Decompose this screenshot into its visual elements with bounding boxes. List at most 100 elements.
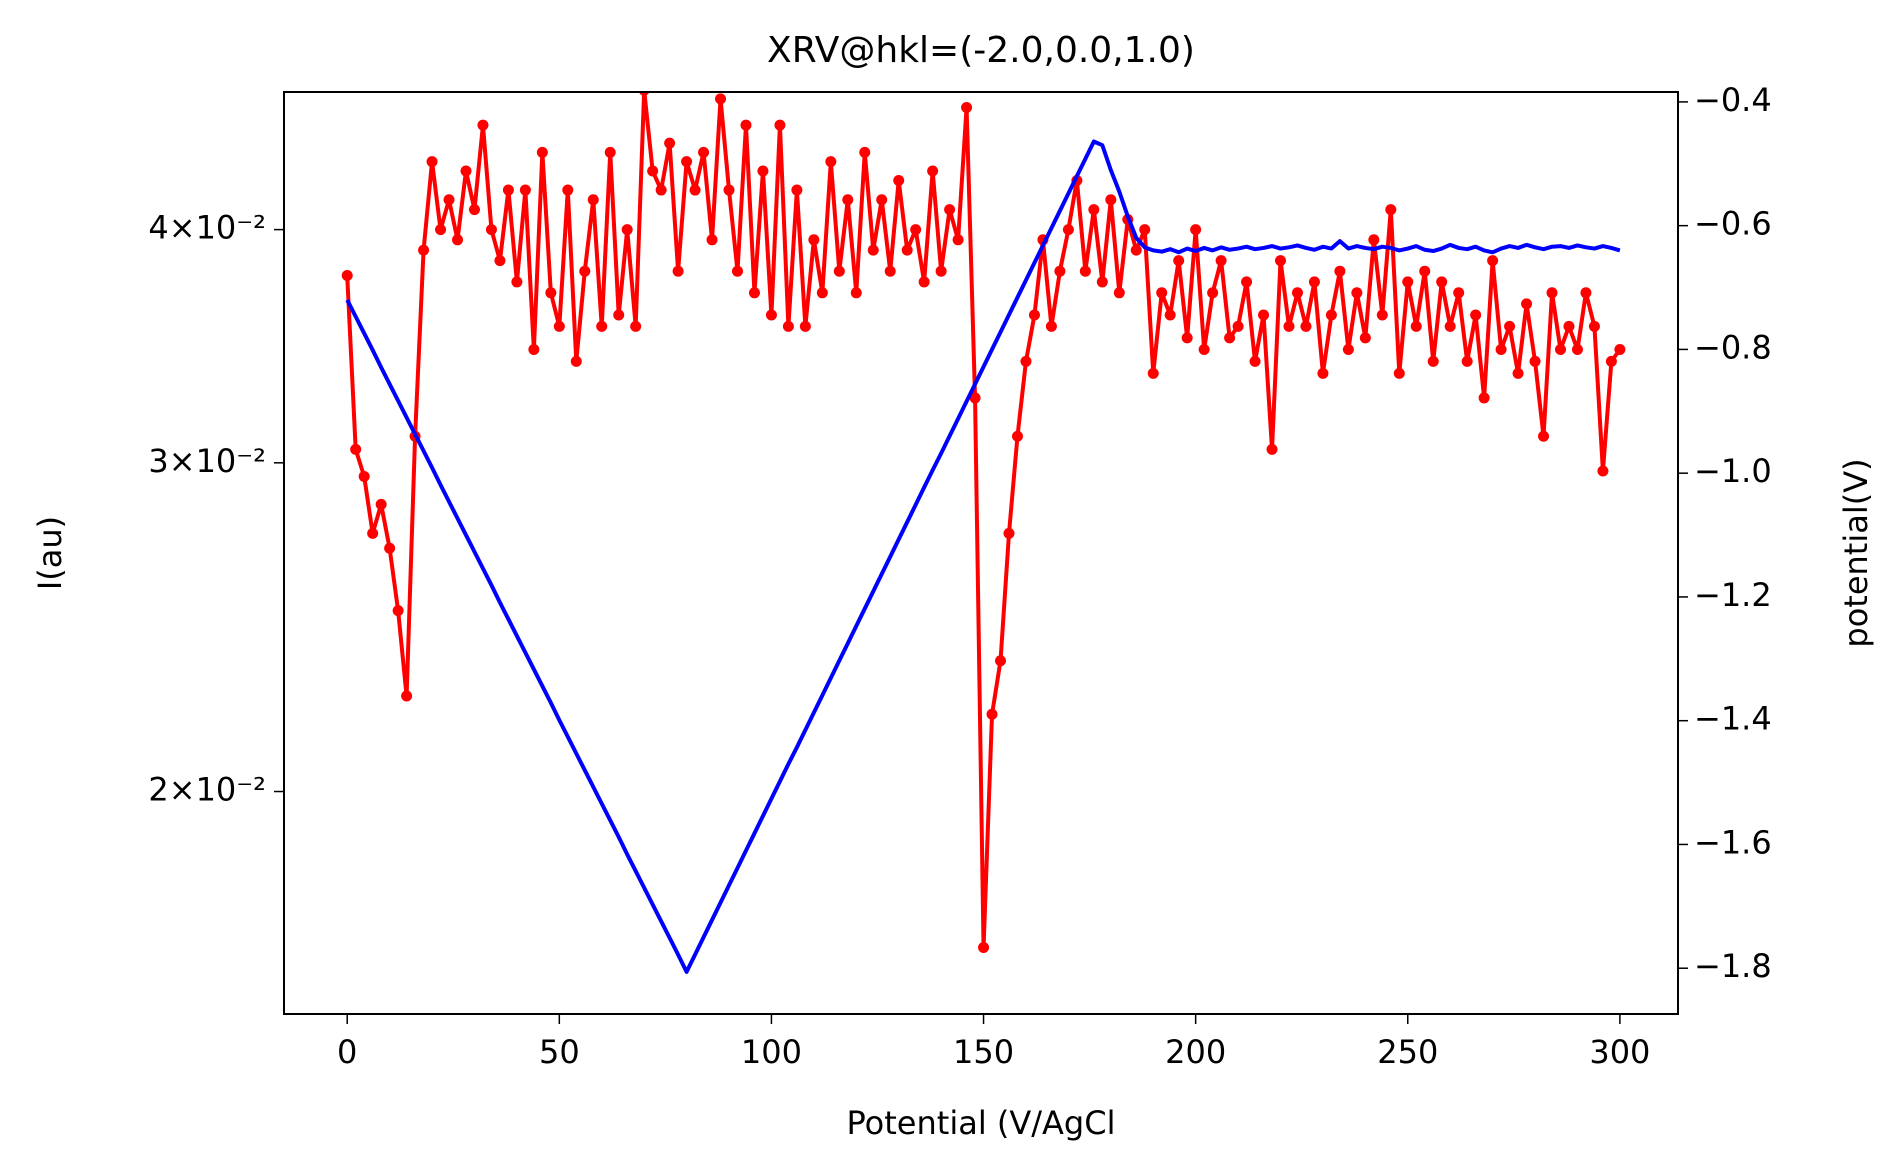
marker — [1275, 255, 1287, 267]
marker — [1325, 309, 1337, 321]
marker — [757, 165, 769, 177]
marker — [384, 542, 396, 554]
marker — [969, 392, 981, 404]
marker — [367, 527, 379, 539]
marker — [1351, 287, 1363, 299]
marker — [1385, 204, 1397, 216]
marker — [494, 255, 506, 267]
marker — [1062, 224, 1074, 236]
marker — [435, 224, 447, 236]
marker — [808, 234, 820, 246]
marker — [1190, 224, 1202, 236]
marker — [562, 184, 574, 196]
marker — [893, 174, 905, 186]
marker — [706, 234, 718, 246]
marker — [1266, 443, 1278, 455]
marker — [748, 287, 760, 299]
marker — [630, 320, 642, 332]
marker — [477, 119, 489, 131]
y2-tick-label: −1.4 — [1694, 700, 1772, 738]
y2-axis-label: potential(V) — [1837, 458, 1875, 647]
y-tick-label: 4×10⁻² — [148, 209, 266, 247]
marker — [452, 234, 464, 246]
marker — [782, 320, 794, 332]
marker — [961, 102, 973, 114]
marker — [689, 184, 701, 196]
marker — [1393, 367, 1405, 379]
y2-tick-label: −0.6 — [1694, 205, 1772, 243]
x-axis-label: Potential (V/AgCl — [847, 1104, 1116, 1142]
y2-tick-label: −1.0 — [1694, 452, 1772, 490]
marker — [842, 194, 854, 206]
marker — [536, 146, 548, 158]
marker — [1597, 465, 1609, 477]
marker — [1538, 430, 1550, 442]
marker — [910, 224, 922, 236]
marker — [350, 443, 362, 455]
marker — [681, 156, 693, 168]
marker — [816, 287, 828, 299]
marker — [1563, 320, 1575, 332]
marker — [392, 605, 404, 617]
marker — [859, 146, 871, 158]
series-line — [345, 92, 1622, 950]
marker — [1495, 344, 1507, 356]
marker — [1470, 309, 1482, 321]
marker — [995, 655, 1007, 667]
marker — [935, 265, 947, 277]
marker — [918, 276, 930, 288]
marker — [1028, 309, 1040, 321]
marker — [468, 204, 480, 216]
marker — [1419, 265, 1431, 277]
marker — [867, 244, 879, 256]
marker — [876, 194, 888, 206]
marker — [1054, 265, 1066, 277]
series-line — [345, 139, 1621, 974]
marker — [570, 355, 582, 367]
marker — [850, 287, 862, 299]
marker — [1207, 287, 1219, 299]
x-tick-label: 50 — [539, 1033, 580, 1071]
marker — [1198, 344, 1210, 356]
marker — [1571, 344, 1583, 356]
marker — [1258, 309, 1270, 321]
marker — [1453, 287, 1465, 299]
marker — [765, 309, 777, 321]
marker — [1020, 355, 1032, 367]
marker — [791, 184, 803, 196]
marker — [621, 224, 633, 236]
marker — [731, 265, 743, 277]
marker — [1359, 332, 1371, 344]
marker — [655, 184, 667, 196]
marker — [418, 244, 430, 256]
marker — [715, 93, 727, 105]
marker — [1173, 255, 1185, 267]
marker — [986, 708, 998, 720]
marker — [1224, 332, 1236, 344]
marker — [579, 265, 591, 277]
marker — [426, 156, 438, 168]
marker — [1614, 344, 1626, 356]
marker — [341, 269, 353, 281]
marker — [1011, 430, 1023, 442]
marker — [375, 498, 387, 510]
marker — [1521, 298, 1533, 310]
marker — [1113, 287, 1125, 299]
marker — [638, 92, 650, 96]
marker — [944, 204, 956, 216]
x-tick-label: 0 — [337, 1033, 357, 1071]
x-tick-label: 250 — [1377, 1033, 1438, 1071]
marker — [1444, 320, 1456, 332]
marker — [698, 146, 710, 158]
marker — [1342, 344, 1354, 356]
marker — [799, 320, 811, 332]
marker — [443, 194, 455, 206]
marker — [1147, 367, 1159, 379]
plot-frame — [283, 91, 1679, 1015]
marker — [952, 234, 964, 246]
marker — [1241, 276, 1253, 288]
marker — [613, 309, 625, 321]
marker — [901, 244, 913, 256]
marker — [604, 146, 616, 158]
